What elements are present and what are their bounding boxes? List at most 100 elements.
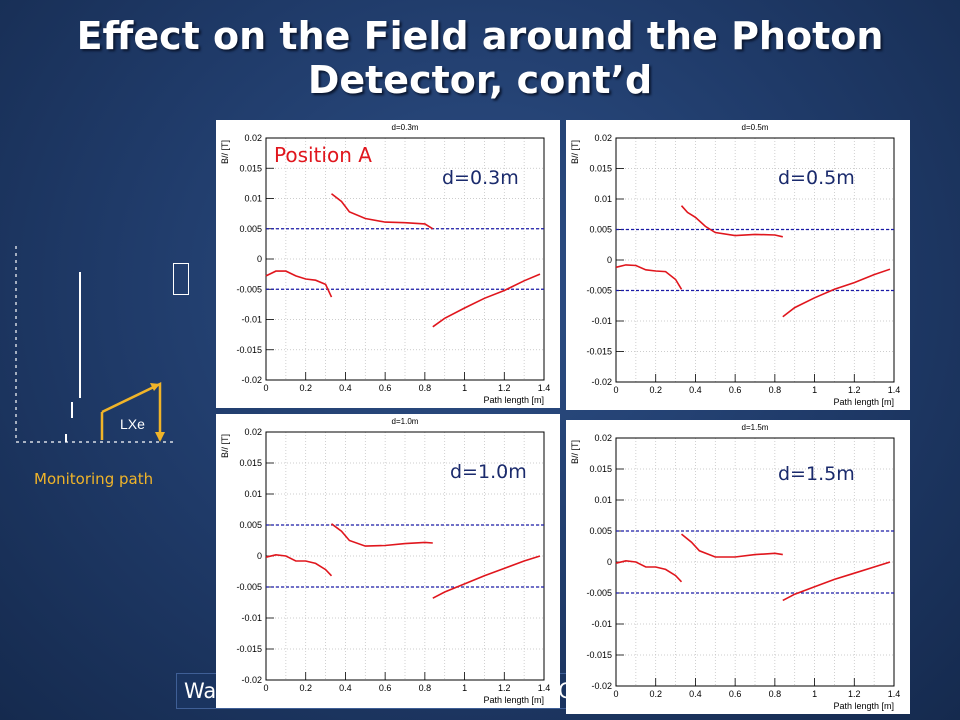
distance-annotation: d=1.0m	[450, 461, 527, 483]
distance-annotation: d=0.5m	[778, 167, 855, 189]
arrow-head-bottom	[155, 432, 165, 442]
plot-d-0.3m: d=0.3m 0.02 0.015 0.01 0.005 0 -0.005 -0.01 -0.0…	[216, 120, 560, 408]
series-line-2	[331, 193, 434, 230]
x-tick-label: 0.2	[299, 683, 312, 693]
y-tick-label: 0.015	[239, 163, 262, 173]
y-tick-label: -0.005	[586, 588, 612, 598]
slide-title: Effect on the Field around the Photon De…	[0, 14, 960, 102]
x-tick-label: 0.6	[729, 385, 742, 395]
series-line-2	[331, 523, 433, 547]
series-line-1	[615, 559, 683, 583]
plot-svg: d=1.0m 0.02 0.015 0.01 0.005 0 -0.005 -0.01 -0.0…	[220, 417, 551, 705]
detector-schematic: LXe Monitoring path	[15, 246, 176, 488]
x-tick-label: 0	[263, 383, 268, 393]
y-tick-label: -0.005	[586, 286, 612, 296]
series-line-1	[265, 553, 333, 577]
plot-title: d=1.0m	[392, 417, 419, 426]
y-tick-label: -0.015	[586, 650, 612, 660]
series-line-1	[265, 270, 333, 298]
x-tick-label: 0.6	[379, 383, 392, 393]
y-tick-label: 0.005	[589, 526, 612, 536]
plot-svg: d=0.3m 0.02 0.015 0.01 0.005 0 -0.005 -0.01 -0.0…	[220, 123, 551, 405]
plot-d-0.5m: d=0.5m 0.02 0.015 0.01 0.005 0 -0.005 -0.01 -0.0…	[566, 120, 910, 410]
x-tick-label: 0	[613, 689, 618, 699]
lxe-label: LXe	[120, 416, 145, 432]
y-tick-label: -0.02	[241, 675, 262, 685]
distance-annotation: d=0.3m	[442, 167, 519, 189]
series-line-2	[680, 205, 783, 238]
y-tick-label: 0.015	[589, 164, 612, 174]
y-tick-label: 0.015	[239, 458, 262, 468]
x-tick-label: 0.4	[339, 383, 352, 393]
monitoring-path-label: Monitoring path	[34, 470, 153, 488]
y-axis-label: B// [T]	[220, 434, 230, 458]
y-tick-label: -0.015	[236, 345, 262, 355]
title-line-2: Detector, cont’d	[307, 58, 653, 102]
y-tick-label: -0.005	[236, 284, 262, 294]
x-tick-label: 0.4	[339, 683, 352, 693]
x-tick-label: 0	[263, 683, 268, 693]
y-tick-label: 0.005	[239, 224, 262, 234]
x-tick-label: 0.6	[379, 683, 392, 693]
y-tick-label: -0.02	[591, 377, 612, 387]
y-tick-label: 0.01	[594, 495, 612, 505]
x-tick-label: 0.8	[419, 683, 432, 693]
x-tick-label: 0.4	[689, 689, 702, 699]
y-tick-label: 0	[607, 557, 612, 567]
series-line-2	[680, 533, 783, 558]
x-tick-label: 0.2	[649, 689, 662, 699]
plot-svg: d=1.5m 0.02 0.015 0.01 0.005 0 -0.005 -0.01 -0.0…	[570, 423, 901, 711]
y-axis-label: B// [T]	[570, 440, 580, 464]
y-tick-label: -0.01	[591, 619, 612, 629]
x-tick-label: 1.2	[848, 385, 861, 395]
footer-left-text: Wa	[184, 679, 217, 703]
x-tick-label: 0.8	[419, 383, 432, 393]
x-axis-label: Path length [m]	[833, 397, 894, 407]
x-tick-label: 1	[462, 683, 467, 693]
x-tick-label: 1.4	[538, 383, 551, 393]
x-tick-label: 0.6	[729, 689, 742, 699]
x-tick-label: 1.2	[498, 683, 511, 693]
x-tick-label: 1.4	[888, 689, 901, 699]
arrow-head-top	[150, 383, 160, 391]
y-tick-label: -0.02	[591, 681, 612, 691]
y-tick-label: 0.01	[244, 489, 262, 499]
y-tick-label: -0.02	[241, 375, 262, 385]
y-tick-label: 0.02	[594, 133, 612, 143]
x-tick-label: 1.4	[538, 683, 551, 693]
y-tick-label: 0.02	[244, 427, 262, 437]
x-tick-label: 0.8	[769, 689, 782, 699]
y-tick-label: -0.01	[241, 613, 262, 623]
y-tick-label: 0.005	[589, 225, 612, 235]
distance-annotation: d=1.5m	[778, 463, 855, 485]
y-tick-label: 0.01	[594, 194, 612, 204]
x-tick-label: 0	[613, 385, 618, 395]
plot-title: d=1.5m	[742, 423, 769, 432]
position-label: Position A	[274, 143, 372, 167]
x-axis-label: Path length [m]	[483, 695, 544, 705]
x-tick-label: 1	[812, 689, 817, 699]
plot-title: d=0.3m	[392, 123, 419, 132]
series-line-3	[432, 273, 541, 328]
blank-box-glyph	[173, 263, 189, 295]
y-tick-label: 0	[257, 551, 262, 561]
plot-d-1.5m: d=1.5m 0.02 0.015 0.01 0.005 0 -0.005 -0.01 -0.0…	[566, 420, 910, 714]
y-tick-label: -0.005	[236, 582, 262, 592]
y-tick-label: 0	[257, 254, 262, 264]
x-tick-label: 1.2	[498, 383, 511, 393]
y-tick-label: 0.01	[244, 194, 262, 204]
series-line-3	[432, 555, 541, 599]
x-tick-label: 1	[462, 383, 467, 393]
y-tick-label: 0.015	[589, 464, 612, 474]
x-tick-label: 0.4	[689, 385, 702, 395]
x-tick-label: 0.8	[769, 385, 782, 395]
x-tick-label: 0.2	[299, 383, 312, 393]
y-tick-label: -0.015	[236, 644, 262, 654]
plot-d-1.0m: d=1.0m 0.02 0.015 0.01 0.005 0 -0.005 -0.01 -0.0…	[216, 414, 560, 708]
x-axis-label: Path length [m]	[483, 395, 544, 405]
x-axis-label: Path length [m]	[833, 701, 894, 711]
x-tick-label: 1	[812, 385, 817, 395]
series-line-3	[782, 561, 891, 602]
y-tick-label: -0.01	[241, 315, 262, 325]
x-tick-label: 1.4	[888, 385, 901, 395]
